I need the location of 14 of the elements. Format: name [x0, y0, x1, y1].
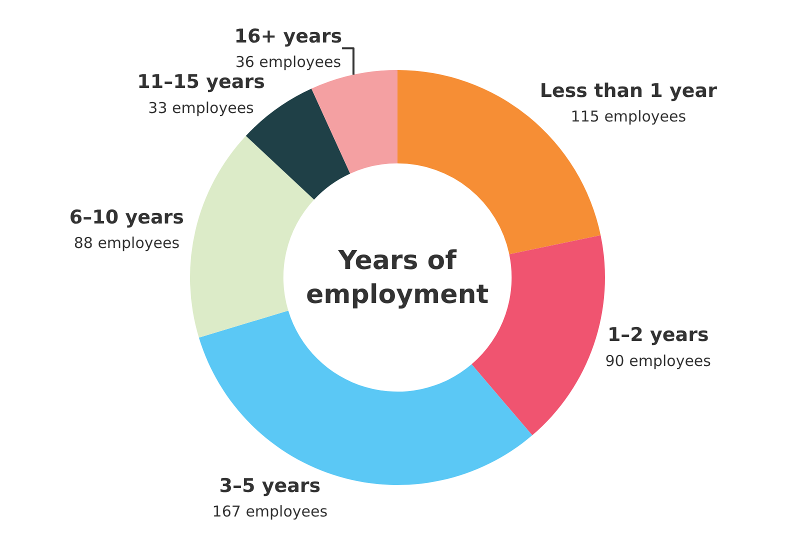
- slice-label: 6–10 years: [69, 206, 184, 228]
- data-label: 167 employees: [212, 502, 328, 521]
- data-label: 88 employees: [74, 234, 180, 252]
- data-label: 33 employees: [148, 98, 254, 117]
- data-label: 115 employees: [570, 108, 686, 126]
- data-label: 36 employees: [235, 53, 342, 72]
- slice-label: Less than 1 year: [540, 80, 718, 102]
- text: Years of employment: [306, 246, 489, 310]
- data-label: 90 employees: [605, 352, 712, 370]
- donut-slice: [311, 70, 398, 174]
- slice-label: 11–15 years: [137, 71, 265, 94]
- slice-label: 16+ years: [234, 25, 342, 48]
- slice-label: 3–5 years: [219, 474, 321, 497]
- slice-label: 1–2 years: [607, 324, 709, 346]
